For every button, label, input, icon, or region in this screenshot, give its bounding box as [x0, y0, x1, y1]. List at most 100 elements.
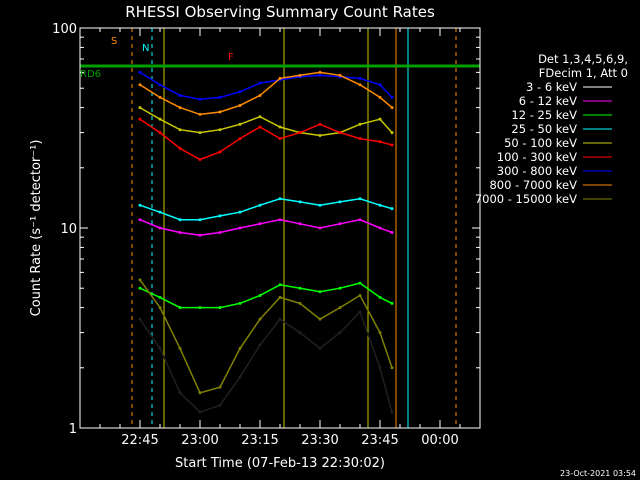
series-1-point [298, 222, 302, 226]
series-2-point [258, 293, 262, 297]
y-tick-label: 10 [60, 222, 77, 237]
series-5-point [158, 131, 162, 135]
series-0-point [298, 331, 302, 335]
legend-entry-label: 6 - 12 keV [519, 94, 577, 108]
series-8-point [218, 385, 222, 389]
series-0-point [218, 403, 222, 407]
series-7-point [178, 106, 182, 110]
series-8-point [378, 331, 382, 335]
series-7-point [358, 83, 362, 87]
series-4-point [198, 131, 202, 135]
series-2-point [238, 301, 242, 305]
series-7-point [298, 73, 302, 77]
series-1-point [318, 226, 322, 230]
series-0-point [258, 343, 262, 347]
series-2-point [390, 301, 394, 305]
series-2-point [298, 286, 302, 290]
series-6-point [178, 93, 182, 97]
series-7-point [338, 73, 342, 77]
series-1-point [218, 230, 222, 234]
series-8-point [338, 306, 342, 310]
series-6-point [378, 83, 382, 87]
series-2-point [378, 295, 382, 299]
series-1-point [178, 230, 182, 234]
series-7-point [218, 110, 222, 114]
series-0-point [338, 331, 342, 335]
chart-title: RHESSI Observing Summary Count Rates [125, 3, 435, 21]
x-tick-label: 22:45 [121, 433, 158, 448]
series-8-point [298, 301, 302, 305]
series-6-point [138, 70, 142, 74]
x-tick-label: 23:30 [301, 433, 338, 448]
series-3-point [238, 210, 242, 214]
series-7-point [390, 106, 394, 110]
series-3-point [378, 203, 382, 207]
series-2-point [178, 306, 182, 310]
series-3-point [178, 218, 182, 222]
series-2-point [198, 306, 202, 310]
series-4-point [278, 125, 282, 129]
series-5-point [138, 117, 142, 121]
series-3-point [198, 218, 202, 222]
series-5-point [278, 137, 282, 141]
series-3-point [158, 210, 162, 214]
series-1-point [358, 218, 362, 222]
series-5-point [318, 122, 322, 126]
legend-entry-label: 25 - 50 keV [511, 122, 577, 136]
series-0-line [139, 310, 393, 414]
series-1-point [198, 233, 202, 237]
series-8-point [138, 278, 142, 282]
series-8-point [158, 306, 162, 310]
legend-header: Det 1,3,4,5,6,9, [538, 52, 628, 66]
series-7-point [258, 93, 262, 97]
series-7-point [198, 112, 202, 116]
series-3-point [138, 203, 142, 207]
y-tick-label: 1 [69, 422, 77, 437]
series-5-point [218, 150, 222, 154]
legend-entry-label: 800 - 7000 keV [489, 178, 577, 192]
series-4-point [178, 128, 182, 132]
series-5-point [198, 158, 202, 162]
legend-entry-label: 300 - 800 keV [497, 164, 577, 178]
series-1-point [138, 218, 142, 222]
series-4-point [258, 115, 262, 119]
footer-date: 23-Oct-2021 03:54 [560, 469, 636, 478]
series-4-point [238, 122, 242, 126]
series-0-point [378, 366, 382, 370]
series-4-point [138, 106, 142, 110]
series-7-line [139, 71, 393, 116]
series-5-point [238, 137, 242, 141]
series-8-point [358, 293, 362, 297]
series-5-line [139, 118, 393, 161]
series-5-point [358, 137, 362, 141]
plot-series [138, 70, 394, 414]
series-4-point [390, 131, 394, 135]
series-2-point [318, 290, 322, 294]
legend-entry-label: 7000 - 15000 keV [475, 192, 577, 206]
series-7-point [138, 83, 142, 87]
series-0-point [178, 391, 182, 395]
x-tick-label: 00:00 [421, 433, 458, 448]
series-7-point [378, 95, 382, 99]
axis-ticks: 22:45 23:00 23:15 23:30 23:45 00:00 1 10 100 [52, 22, 481, 448]
x-tick-label: 23:00 [181, 433, 218, 448]
series-0-point [358, 310, 362, 314]
series-5-point [338, 131, 342, 135]
series-1-point [390, 230, 394, 234]
series-1-point [338, 222, 342, 226]
series-8-point [278, 295, 282, 299]
series-6-point [318, 73, 322, 77]
legend-entry-label: 3 - 6 keV [526, 80, 577, 94]
series-4-line [139, 106, 393, 137]
series-5-point [178, 146, 182, 150]
series-8-point [390, 366, 394, 370]
series-5-point [390, 143, 394, 147]
series-4-point [218, 128, 222, 132]
series-5-point [258, 125, 262, 129]
series-3-point [358, 197, 362, 201]
legend-header: FDecim 1, Att 0 [539, 66, 628, 80]
series-8-point [198, 391, 202, 395]
y-axis-label: Count Rate (s⁻¹ detector⁻¹) [29, 140, 44, 317]
series-0-point [138, 317, 142, 321]
